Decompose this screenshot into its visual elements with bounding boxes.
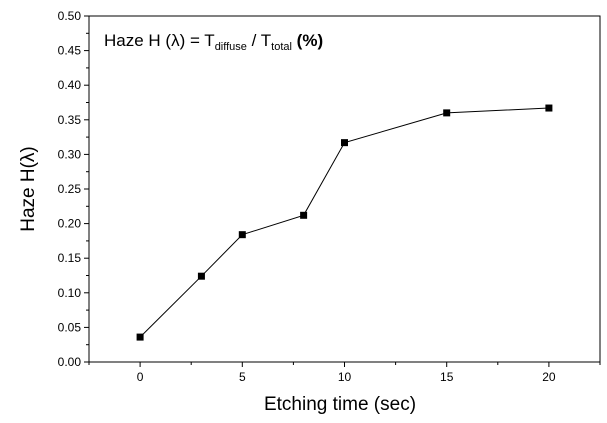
annotation-suffix: (%) bbox=[292, 31, 323, 50]
data-point bbox=[197, 272, 205, 280]
tick-labels: 0.00 0.05 0.10 0.15 0.20 0.25 0.30 0.35 0.40 0.45… bbox=[58, 9, 556, 384]
annotation-subscript-diffuse: diffuse bbox=[215, 41, 247, 53]
x-tick-label: 0 bbox=[137, 370, 144, 384]
data-point bbox=[545, 104, 553, 112]
annotation-prefix: Haze H (λ) = T bbox=[104, 31, 215, 50]
plot-frame bbox=[88, 15, 601, 363]
y-tick-label: 0.20 bbox=[58, 217, 82, 231]
annotation-subscript-total: total bbox=[271, 41, 292, 53]
x-tick-label: 15 bbox=[440, 370, 454, 384]
y-tick-label: 0.45 bbox=[58, 44, 82, 58]
data-point bbox=[136, 333, 144, 341]
x-tick-label: 10 bbox=[338, 370, 352, 384]
y-tick-label: 0.00 bbox=[58, 355, 82, 369]
haze-formula-annotation: Haze H (λ) = Tdiffuse / Ttotal (%) bbox=[104, 31, 323, 53]
x-tick-label: 20 bbox=[542, 370, 556, 384]
y-tick-label: 0.05 bbox=[58, 320, 82, 334]
y-tick-label: 0.40 bbox=[58, 78, 82, 92]
data-point bbox=[238, 231, 246, 239]
y-tick-label: 0.30 bbox=[58, 147, 82, 161]
data-point bbox=[443, 109, 451, 117]
x-tick-label: 5 bbox=[239, 370, 246, 384]
y-axis-title: Haze H(λ) bbox=[18, 146, 39, 232]
y-tick-label: 0.35 bbox=[58, 113, 82, 127]
y-tick-label: 0.15 bbox=[58, 251, 82, 265]
data-point bbox=[341, 139, 348, 147]
data-point bbox=[300, 211, 308, 219]
ticks bbox=[84, 15, 601, 367]
y-tick-label: 0.50 bbox=[58, 9, 82, 23]
data-points bbox=[136, 104, 553, 341]
annotation-mid: / T bbox=[247, 31, 271, 50]
x-axis-title: Etching time (sec) bbox=[264, 394, 416, 415]
y-tick-label: 0.25 bbox=[58, 182, 82, 196]
y-tick-label: 0.10 bbox=[58, 286, 82, 300]
